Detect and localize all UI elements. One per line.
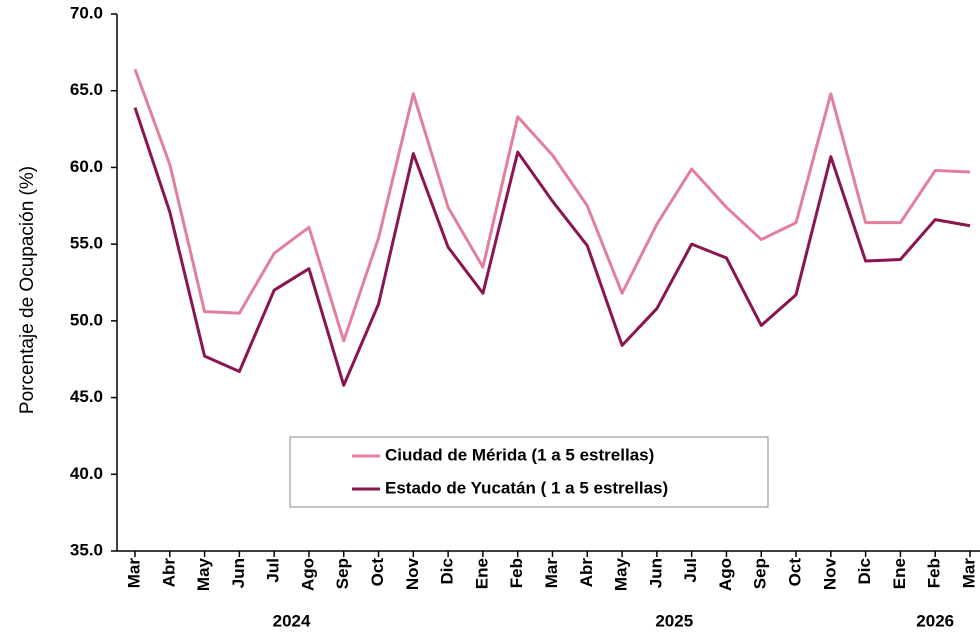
x-tick-label: Feb: [925, 558, 944, 588]
x-tick-label: Abr: [577, 558, 596, 588]
x-tick-label: Nov: [820, 557, 839, 590]
y-tick-label: 55.0: [70, 234, 103, 253]
y-tick-label: 70.0: [70, 3, 103, 22]
y-tick-label: 45.0: [70, 387, 103, 406]
y-tick-label: 40.0: [70, 464, 103, 483]
x-tick-label: Ago: [298, 558, 317, 591]
y-tick-label: 65.0: [70, 80, 103, 99]
x-tick-label: Abr: [159, 558, 178, 588]
x-group-label: 2026: [916, 611, 954, 630]
y-tick-label: 35.0: [70, 540, 103, 559]
x-tick-label: Dic: [438, 558, 457, 584]
x-tick-label: Ene: [890, 558, 909, 589]
x-group-label: 2025: [655, 611, 693, 630]
x-tick-label: Mar: [959, 558, 978, 589]
legend-label: Estado de Yucatán ( 1 a 5 estrellas): [385, 478, 668, 497]
x-tick-label: May: [194, 557, 213, 591]
series-line: [133, 107, 971, 387]
x-tick-label: Nov: [403, 557, 422, 590]
x-tick-label: Mar: [542, 558, 561, 589]
x-group-label: 2024: [273, 611, 311, 630]
y-axis-label: Porcentaje de Ocupación (%): [17, 166, 38, 414]
x-tick-label: Ene: [472, 558, 491, 589]
x-tick-label: May: [612, 557, 631, 591]
x-tick-label: Mar: [124, 558, 143, 589]
x-tick-label: Dic: [855, 558, 874, 584]
x-tick-label: Sep: [333, 558, 352, 589]
x-tick-label: Ago: [716, 558, 735, 591]
y-tick-label: 60.0: [70, 157, 103, 176]
x-tick-label: Sep: [751, 558, 770, 589]
series-line: [133, 68, 971, 343]
x-tick-label: Feb: [507, 558, 526, 588]
x-tick-label: Oct: [368, 558, 387, 587]
x-tick-label: Jun: [229, 558, 248, 588]
legend-label: Ciudad de Mérida (1 a 5 estrellas): [385, 445, 654, 464]
x-tick-label: Jul: [681, 558, 700, 583]
legend-box: [289, 436, 769, 508]
y-tick-label: 50.0: [70, 310, 103, 329]
x-tick-label: Jul: [264, 558, 283, 583]
x-tick-label: Jun: [646, 558, 665, 588]
x-tick-label: Oct: [786, 558, 805, 587]
